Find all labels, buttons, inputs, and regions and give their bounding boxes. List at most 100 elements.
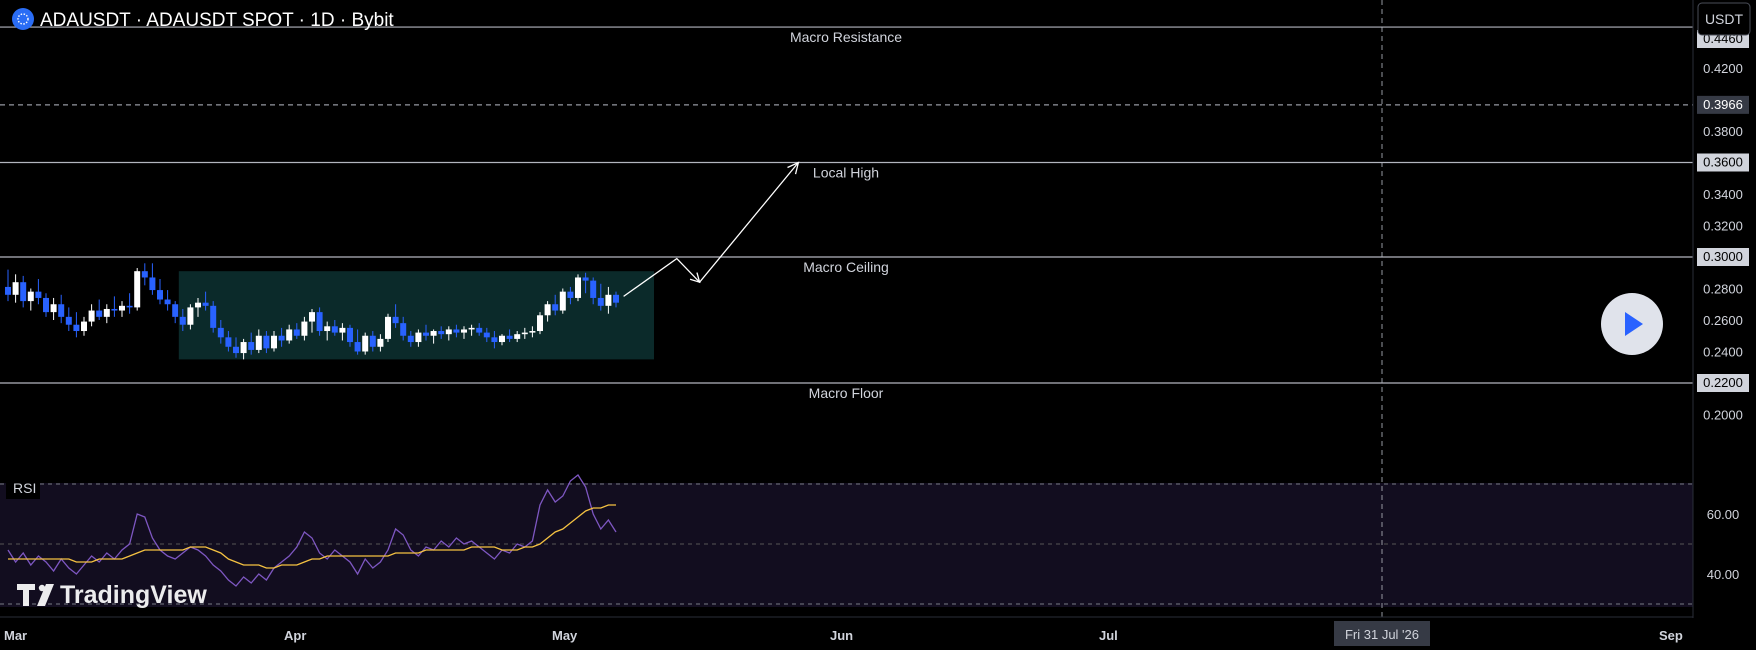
play-button[interactable] <box>1601 293 1663 355</box>
candle-body <box>316 312 323 332</box>
level-labels: Macro Resistance Local High Macro Ceiling M… <box>790 29 902 401</box>
candle-body <box>453 329 460 333</box>
level-price-tag-text: 0.3600 <box>1703 155 1743 170</box>
rsi-tick-label: 60.00 <box>1707 507 1740 522</box>
crosshair-time-tag <box>1334 621 1430 646</box>
cardano-logo-icon <box>12 8 34 30</box>
candle-body <box>12 282 19 295</box>
candle-body <box>240 342 247 354</box>
candle-body <box>27 291 34 302</box>
candle-body <box>347 327 353 343</box>
candle-body <box>225 337 232 347</box>
candle-body <box>324 326 331 332</box>
candle-body <box>476 327 483 333</box>
candle-body <box>271 335 277 349</box>
candle-body <box>50 304 57 313</box>
rsi-line <box>7 474 617 587</box>
price-tick-label: 0.3200 <box>1703 219 1743 234</box>
projection-arrowhead <box>787 161 800 175</box>
candle-body <box>468 327 475 330</box>
candle-body <box>537 315 543 332</box>
candle-body <box>362 335 369 352</box>
candle-body <box>195 302 201 308</box>
price-tick-label: 0.3800 <box>1703 124 1743 139</box>
tradingview-watermark: TradingView <box>17 581 207 609</box>
candle-body <box>248 342 255 350</box>
candle-body <box>149 277 156 291</box>
candle-body <box>597 297 604 306</box>
candle-body <box>202 302 209 306</box>
level-price-tag <box>1697 374 1749 392</box>
rsi-label-bg <box>6 477 40 499</box>
candle-body <box>126 305 133 308</box>
candle-body <box>217 327 224 338</box>
price-tick-label: 0.2000 <box>1703 408 1743 423</box>
level-label: Macro Ceiling <box>803 259 889 275</box>
candle-body <box>461 329 467 333</box>
time-label-may: May <box>552 628 578 643</box>
candle-body <box>5 286 11 295</box>
candle-body <box>521 332 528 335</box>
candle-body <box>172 304 179 317</box>
time-axis: Mar Apr May Jun Jul Sep Fri 31 Jul '26 <box>4 621 1683 646</box>
level-price-tag-text: 0.2200 <box>1703 375 1743 390</box>
watermark-text: TradingView <box>60 581 207 609</box>
candle-body <box>73 324 80 332</box>
level-label: Macro Floor <box>809 385 884 401</box>
candle-body <box>423 332 429 336</box>
candle-body <box>309 312 315 322</box>
price-tick-label: 0.2600 <box>1703 313 1743 328</box>
time-label-sep: Sep <box>1659 628 1683 643</box>
currency-button-label: USDT <box>1705 11 1744 27</box>
candle-body <box>233 346 239 354</box>
candle-body <box>590 280 597 298</box>
time-label-apr: Apr <box>284 628 306 643</box>
candle-body <box>392 316 399 324</box>
candle-body <box>430 331 437 336</box>
candle-body <box>445 329 452 335</box>
candle-body <box>407 335 414 343</box>
price-axis: 0.4200 0.3800 0.3400 0.3200 0.2800 0.2600 0.24… <box>1703 61 1743 423</box>
candle-body <box>278 335 285 341</box>
price-tick-label: 0.4200 <box>1703 61 1743 76</box>
level-price-tag-text: 0.3966 <box>1703 97 1743 112</box>
candle-body <box>65 316 72 325</box>
candle-body <box>483 332 490 338</box>
candle-body <box>544 304 551 316</box>
candle-body <box>613 294 619 303</box>
candle-body <box>293 329 300 336</box>
rsi-label: RSI <box>13 480 36 496</box>
rsi-axis: 60.00 40.00 <box>1707 507 1740 582</box>
candle-body <box>369 335 376 347</box>
level-label: Macro Resistance <box>790 29 902 45</box>
tradingview-logo-dot <box>38 584 46 592</box>
level-price-tag <box>1697 153 1749 172</box>
currency-button[interactable]: USDT <box>1697 2 1751 36</box>
candle-body <box>605 294 612 306</box>
level-price-tag <box>1697 95 1749 114</box>
candle-body <box>582 277 589 281</box>
candle-body <box>354 342 361 352</box>
tradingview-logo-icon <box>17 584 35 606</box>
rsi-tick-label: 40.00 <box>1707 567 1740 582</box>
candle-body <box>385 316 391 339</box>
symbol-header[interactable]: ADAUSDT · ADAUSDT SPOT · 1D · Bybit <box>12 8 394 31</box>
projection-arrow <box>623 162 799 297</box>
rsi-ma-line <box>8 504 616 569</box>
candle-body <box>559 291 566 311</box>
candle-body <box>339 327 346 333</box>
candle-body <box>552 304 559 311</box>
candle-body <box>567 291 574 298</box>
level-label: Local High <box>813 165 879 181</box>
candle-body <box>88 310 95 322</box>
candle-body <box>43 297 49 313</box>
level-price-tag <box>1697 248 1749 266</box>
candle-body <box>119 305 125 311</box>
candle-body <box>96 310 103 317</box>
candle-body <box>415 332 422 343</box>
candle-body <box>164 299 171 305</box>
candle-body <box>438 331 445 335</box>
candle-body <box>331 326 338 333</box>
projection-zigzag-arrowhead <box>689 272 701 284</box>
